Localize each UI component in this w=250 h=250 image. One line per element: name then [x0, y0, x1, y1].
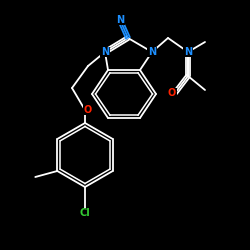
- Text: O: O: [84, 105, 92, 115]
- Text: Cl: Cl: [80, 208, 90, 218]
- Text: N: N: [184, 47, 192, 57]
- Text: N: N: [101, 47, 109, 57]
- Text: N: N: [116, 15, 124, 25]
- Text: O: O: [168, 88, 176, 98]
- Text: N: N: [148, 47, 156, 57]
